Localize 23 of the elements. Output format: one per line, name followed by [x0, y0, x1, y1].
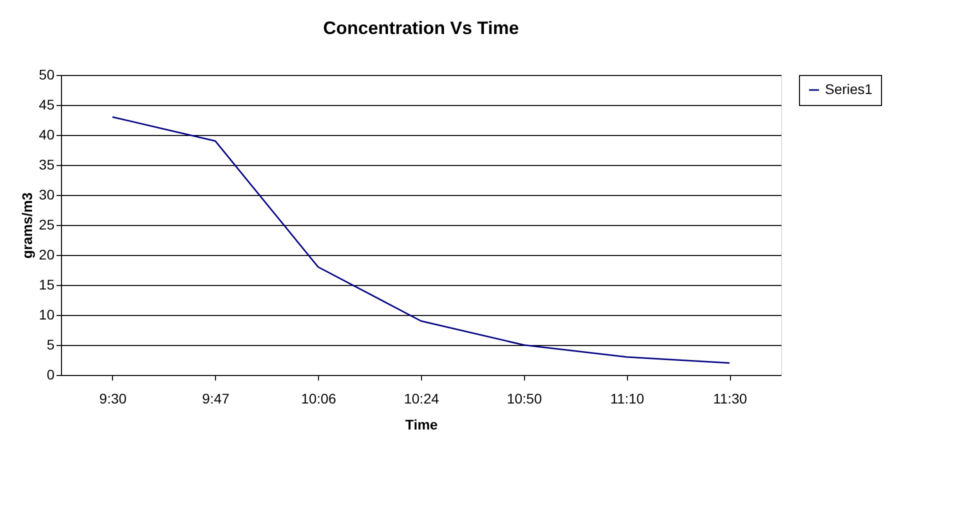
y-tick-label: 0	[46, 366, 55, 382]
x-tick-label: 10:50	[506, 390, 542, 406]
line-series	[112, 116, 730, 364]
y-tick-label: 35	[38, 156, 55, 172]
x-tick-label: 11:10	[610, 390, 644, 406]
x-tick-label: 10:24	[404, 390, 440, 406]
x-tick-label: 9:47	[202, 390, 230, 406]
y-tick-label: 5	[46, 336, 55, 352]
y-tick-label: 40	[38, 126, 55, 142]
y-tick-label: 50	[38, 66, 55, 82]
y-tick-label: 20	[38, 246, 55, 262]
x-tick-label: 9:30	[99, 390, 127, 406]
legend-label: Series1	[825, 81, 873, 97]
y-tick-label: 10	[38, 306, 55, 322]
x-tick-label: 11:30	[713, 390, 748, 406]
x-tick-label: 10:06	[301, 390, 336, 406]
y-tick-label: 25	[38, 216, 55, 232]
x-axis-title: Time	[405, 416, 438, 432]
chart-title: Concentration Vs Time	[323, 18, 519, 38]
y-tick-label: 30	[38, 186, 55, 202]
y-tick-label: 15	[38, 276, 55, 292]
y-tick-label: 45	[38, 96, 55, 112]
y-axis-title: grams/m3	[18, 192, 35, 259]
